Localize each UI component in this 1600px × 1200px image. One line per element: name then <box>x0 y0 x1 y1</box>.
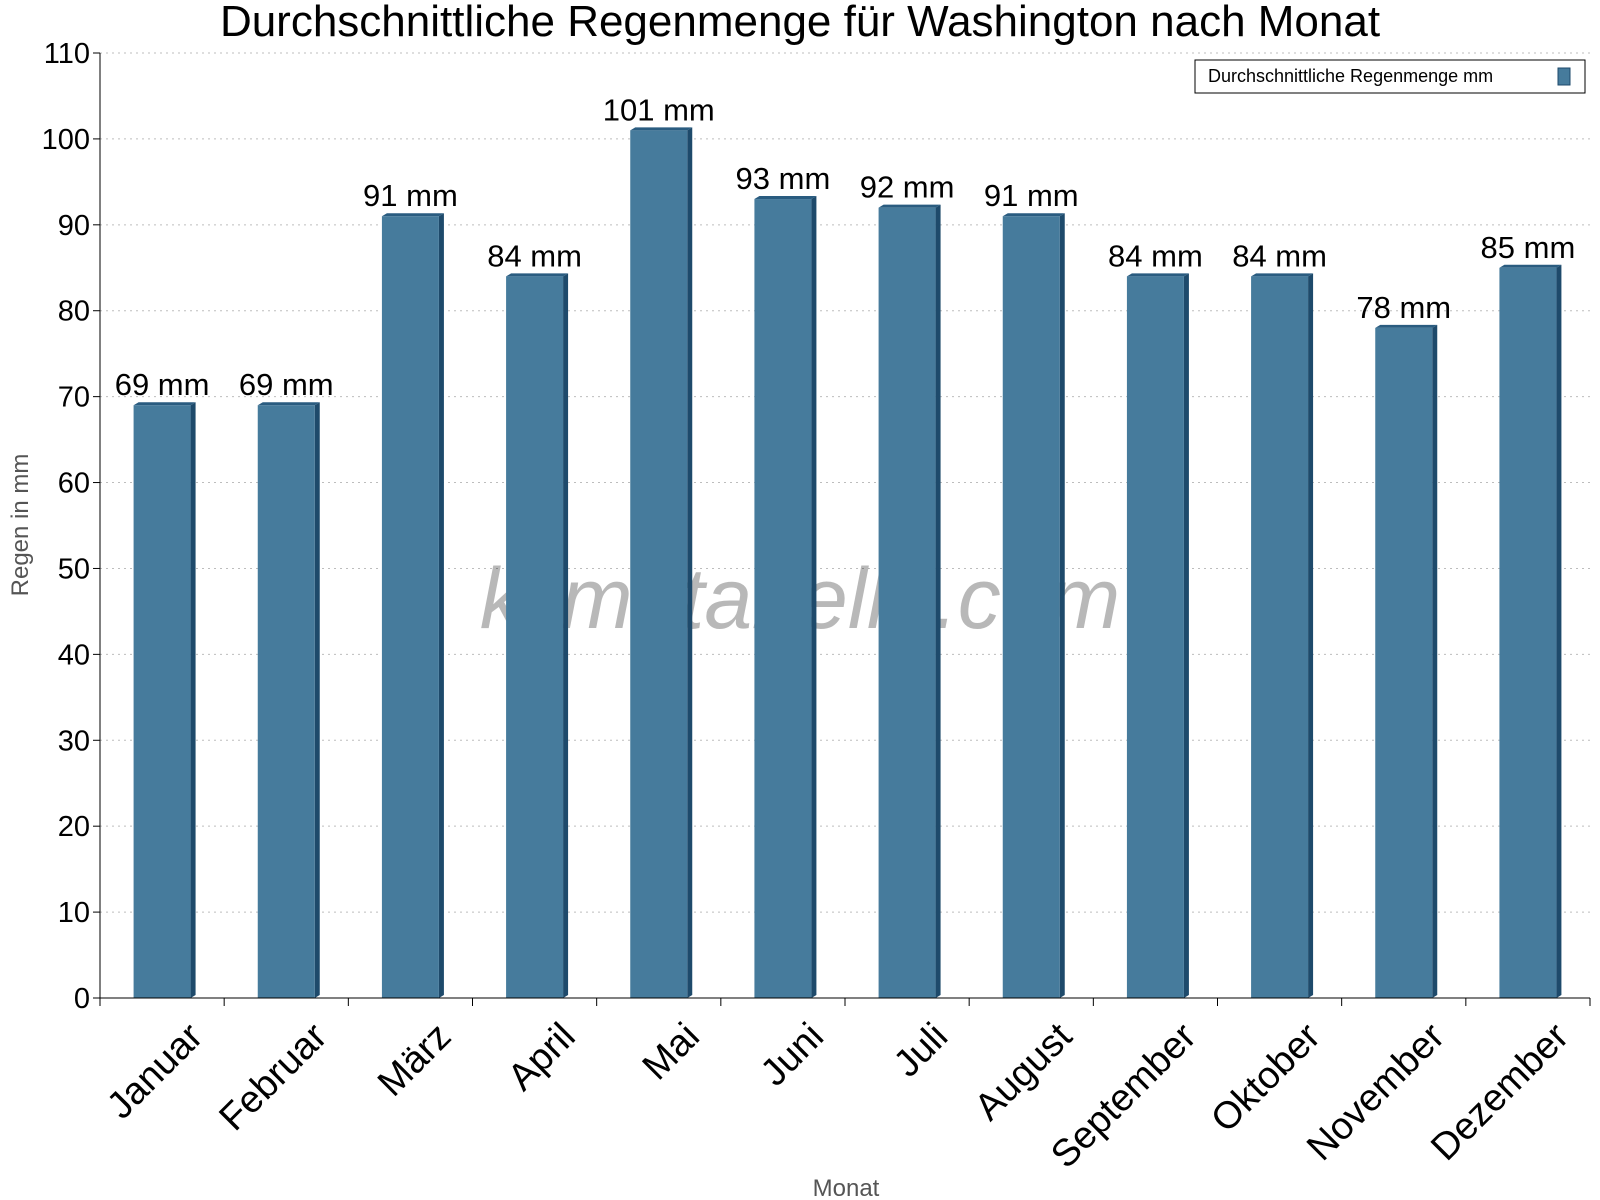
data-label: 84 mm <box>487 238 582 273</box>
bar-face <box>1499 267 1557 999</box>
bar-top <box>754 196 817 200</box>
bar-face <box>630 130 688 998</box>
bar <box>381 213 444 998</box>
bar-top <box>878 204 941 208</box>
x-tick-label: August <box>967 1015 1081 1129</box>
y-tick-label: 60 <box>58 468 90 500</box>
data-label: 69 mm <box>239 367 334 402</box>
bar-top <box>506 273 569 277</box>
bar-top <box>381 213 444 217</box>
bar-face <box>133 405 191 998</box>
bar <box>1126 273 1189 998</box>
bar-side <box>1308 273 1314 998</box>
y-tick-label: 30 <box>58 725 90 757</box>
y-tick-label: 80 <box>58 296 90 328</box>
data-label: 92 mm <box>860 170 955 205</box>
bar-face <box>1251 276 1309 998</box>
bar-top <box>1126 273 1189 277</box>
bar <box>754 196 817 998</box>
data-labels: 69 mm 69 mm 91 mm 84 mm 101 mm 93 mm 92 mm 91 m… <box>115 92 1576 402</box>
bar <box>1002 213 1065 998</box>
y-tick-label: 100 <box>42 124 90 156</box>
data-label: 101 mm <box>603 92 715 127</box>
grid-lines <box>100 52 1590 913</box>
bar-side <box>811 196 817 998</box>
legend-swatch <box>1557 67 1571 86</box>
bar-side <box>687 127 693 999</box>
bars <box>133 127 1562 999</box>
y-tick-label: 0 <box>74 983 90 1015</box>
y-tick-label: 70 <box>58 382 90 414</box>
data-label: 91 mm <box>984 178 1079 213</box>
bar-face <box>878 207 936 999</box>
bar <box>1499 264 1562 999</box>
bar-side <box>563 273 569 998</box>
bar-side <box>1183 273 1189 998</box>
bar <box>1375 324 1438 999</box>
y-tick-label: 110 <box>44 38 90 70</box>
bar <box>630 127 693 999</box>
y-tick-label: 20 <box>58 811 90 843</box>
bar-top <box>133 402 196 406</box>
x-axis-title: Monat <box>813 1175 880 1200</box>
bar-side <box>314 402 320 998</box>
chart-title: Durchschnittliche Regenmenge für Washing… <box>220 0 1380 46</box>
bar-face <box>257 405 315 998</box>
legend-label: Durchschnittliche Regenmenge mm <box>1208 66 1493 86</box>
data-label: 78 mm <box>1356 290 1451 325</box>
bar <box>506 273 569 998</box>
bar-face <box>1126 276 1184 998</box>
bar-side <box>935 204 941 999</box>
x-tick-label: Oktober <box>1203 1015 1329 1141</box>
data-label: 84 mm <box>1232 238 1327 273</box>
bar-side <box>1059 213 1065 998</box>
x-tick-label: Juni <box>753 1015 832 1094</box>
bar-top <box>1002 213 1065 217</box>
bar-top <box>630 127 693 131</box>
x-tick-label: Februar <box>211 1015 335 1139</box>
x-tick-label: März <box>370 1015 459 1104</box>
x-tick-label: April <box>500 1015 583 1098</box>
bar <box>1251 273 1314 998</box>
bar <box>133 402 196 998</box>
y-tick-label: 50 <box>58 553 90 585</box>
bar-face <box>506 276 564 998</box>
data-label: 84 mm <box>1108 238 1203 273</box>
bar-side <box>1432 324 1438 999</box>
bar <box>257 402 320 998</box>
x-tick-label: Juli <box>886 1015 956 1085</box>
y-axis-title: Regen in mm <box>7 454 34 597</box>
data-label: 93 mm <box>736 161 831 196</box>
bar-top <box>257 402 320 406</box>
bar-top <box>1251 273 1314 277</box>
y-tick-label: 10 <box>58 897 90 929</box>
bar-face <box>1002 216 1060 998</box>
bar-face <box>1375 327 1433 999</box>
data-label: 91 mm <box>363 178 458 213</box>
bar-face <box>381 216 439 998</box>
y-tick-label: 40 <box>58 639 90 671</box>
data-label: 69 mm <box>115 367 210 402</box>
bar-top <box>1499 264 1562 268</box>
y-tick-label: 90 <box>58 210 90 242</box>
bar-side <box>190 402 196 998</box>
x-tick-label: Dezember <box>1423 1015 1577 1169</box>
bar-side <box>438 213 444 998</box>
x-tick-label: Mai <box>635 1015 708 1088</box>
x-tick-label: Januar <box>99 1015 211 1127</box>
legend-box <box>1194 59 1586 94</box>
data-label: 85 mm <box>1481 230 1576 265</box>
bar <box>878 204 941 999</box>
bar-side <box>1556 264 1562 999</box>
bar-top <box>1375 324 1438 328</box>
bar-face <box>754 199 812 998</box>
legend: Durchschnittliche Regenmenge mm <box>1194 59 1586 94</box>
